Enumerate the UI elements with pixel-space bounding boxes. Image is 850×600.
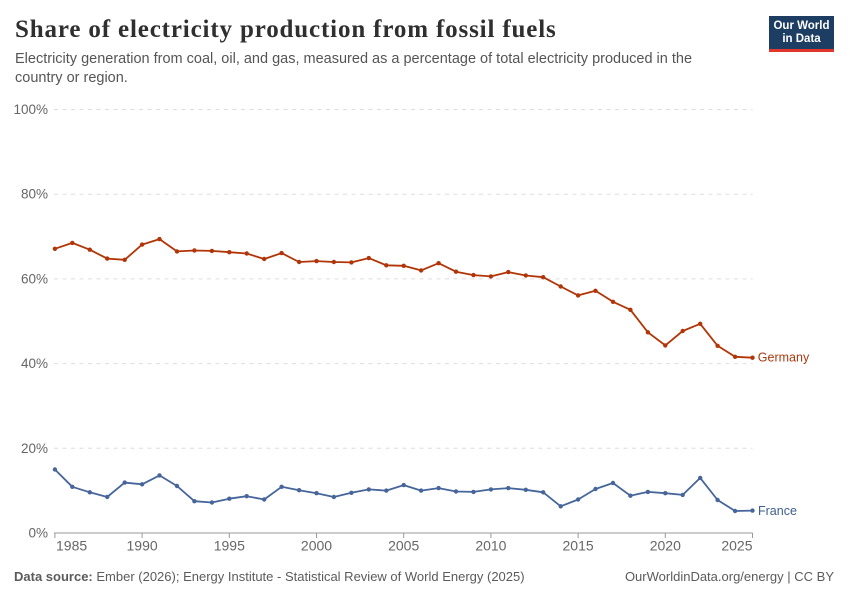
svg-text:1990: 1990 (127, 538, 158, 554)
svg-text:France: France (758, 504, 797, 518)
svg-text:2005: 2005 (388, 538, 419, 554)
svg-text:0%: 0% (28, 526, 48, 541)
svg-text:20%: 20% (21, 441, 48, 456)
svg-text:2015: 2015 (563, 538, 594, 554)
svg-text:100%: 100% (13, 102, 48, 117)
svg-text:2010: 2010 (475, 538, 506, 554)
svg-text:2000: 2000 (301, 538, 332, 554)
svg-text:1995: 1995 (214, 538, 245, 554)
svg-text:80%: 80% (21, 187, 48, 202)
svg-text:40%: 40% (21, 356, 48, 371)
svg-text:Germany: Germany (758, 351, 810, 365)
svg-text:1985: 1985 (56, 538, 87, 554)
svg-text:60%: 60% (21, 271, 48, 286)
svg-text:2025: 2025 (721, 538, 752, 554)
svg-text:2020: 2020 (650, 538, 681, 554)
